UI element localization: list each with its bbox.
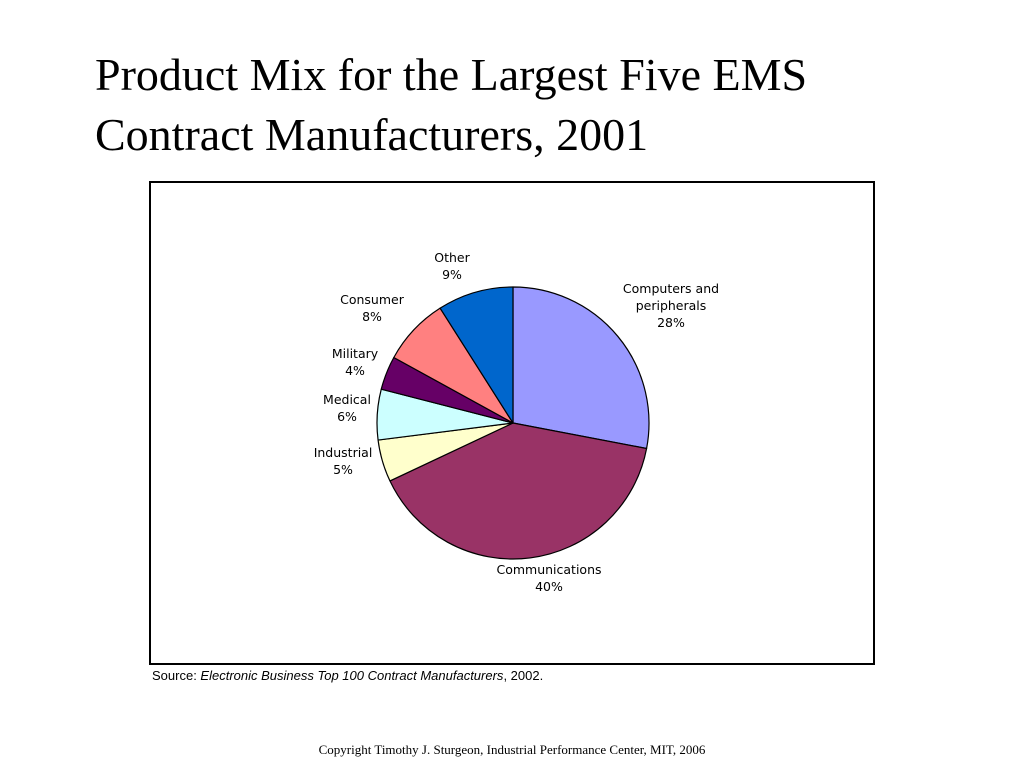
- slice-percent: 5%: [333, 462, 353, 477]
- slide-title: Product Mix for the Largest Five EMS Con…: [95, 45, 975, 165]
- pie-slice-communications: [389, 422, 648, 560]
- slice-label-computers-and-peripherals: Computers and peripherals 28%: [623, 281, 719, 330]
- source-suffix: , 2002.: [503, 668, 544, 683]
- slice-percent: 28%: [657, 315, 685, 330]
- slice-percent: 6%: [337, 409, 357, 424]
- source-prefix: Source:: [152, 668, 201, 683]
- pie-slices: [376, 286, 650, 560]
- slice-label-line: peripherals: [636, 298, 707, 313]
- slice-label-line: Communications: [496, 562, 601, 577]
- slice-label-communications: Communications 40%: [496, 562, 601, 594]
- slice-label-line: Other: [434, 250, 470, 265]
- chart-frame: Computers and peripherals 28% Communication…: [149, 181, 875, 665]
- slice-label-line: Medical: [323, 392, 371, 407]
- source-note: Source: Electronic Business Top 100 Cont…: [152, 668, 543, 683]
- source-publication: Electronic Business Top 100 Contract Man…: [200, 668, 504, 683]
- slice-label-line: Industrial: [314, 445, 373, 460]
- pie-slice-other: [439, 286, 514, 424]
- slice-label-consumer: Consumer 8%: [340, 292, 405, 324]
- slice-label-industrial: Industrial 5%: [314, 445, 373, 477]
- slice-percent: 8%: [362, 309, 382, 324]
- slice-label-line: Consumer: [340, 292, 405, 307]
- slice-label-line: Military: [332, 346, 379, 361]
- slice-percent: 40%: [535, 579, 563, 594]
- slice-label-medical: Medical 6%: [323, 392, 371, 424]
- slice-label-other: Other 9%: [434, 250, 470, 282]
- copyright-footer: Copyright Timothy J. Sturgeon, Industria…: [318, 742, 706, 757]
- slide-title-line-2: Contract Manufacturers, 2001: [95, 109, 649, 160]
- pie-chart: Computers and peripherals 28% Communication…: [314, 250, 719, 594]
- slice-label-military: Military 4%: [332, 346, 379, 378]
- slice-percent: 9%: [442, 267, 462, 282]
- pie-slice-computers-and-peripherals: [512, 286, 650, 450]
- slice-label-line: Computers and: [623, 281, 719, 296]
- slice-percent: 4%: [345, 363, 365, 378]
- slide-title-line-1: Product Mix for the Largest Five EMS: [95, 49, 808, 100]
- pie-labels: Computers and peripherals 28% Communication…: [314, 250, 719, 594]
